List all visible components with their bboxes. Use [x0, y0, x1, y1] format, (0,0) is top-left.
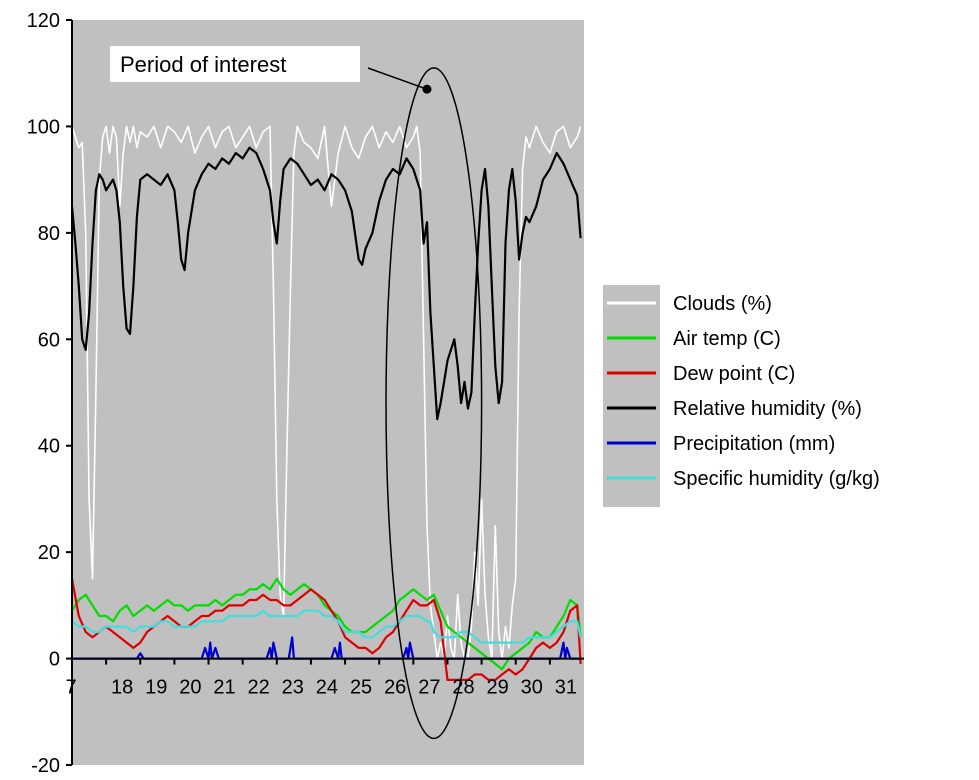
x-tick-label: 27	[418, 677, 440, 699]
y-tick-label: 0	[49, 649, 60, 671]
y-axis-ticks: -20 0 20 40 60 80 100 120	[27, 10, 72, 777]
legend-label: Relative humidity (%)	[673, 398, 862, 420]
annotation-label-box	[110, 46, 360, 82]
axes: -20 0 20 40 60 80 100 120 7 18 19 20 21 22 23 24 25 26 27…	[27, 10, 584, 777]
legend-label: Specific humidity (g/kg)	[673, 468, 880, 490]
x-tick-label: 31	[555, 677, 577, 699]
x-tick-label: 26	[384, 677, 406, 699]
x-tick-label: 20	[179, 677, 201, 699]
legend-label: Air temp (C)	[673, 328, 781, 350]
y-tick-label: 60	[38, 329, 60, 351]
annotation: Period of interest	[110, 46, 483, 740]
y-tick-label: 20	[38, 542, 60, 564]
x-tick-label: 24	[316, 677, 338, 699]
legend-label: Clouds (%)	[673, 293, 772, 315]
x-axis-ticks: 7 18 19 20 21 22 23 24 25 26 27 28 29 30 31	[65, 658, 577, 699]
plot-area	[72, 20, 584, 765]
series-line-clouds	[71, 125, 582, 660]
y-tick-label: 80	[38, 223, 60, 245]
x-tick-label: 21	[213, 677, 235, 699]
x-tick-label: 19	[145, 677, 167, 699]
y-tick-label: -20	[31, 755, 60, 777]
legend-label: Dew point (C)	[673, 363, 795, 385]
x-tick-label: 30	[521, 677, 543, 699]
legend: Clouds (%) Air temp (C) Dew point (C) Relat…	[603, 285, 880, 507]
period-of-interest-ellipse	[385, 67, 483, 740]
annotation-label: Period of interest	[120, 52, 286, 77]
x-tick-label: 18	[111, 677, 133, 699]
legend-label: Precipitation (mm)	[673, 433, 835, 455]
y-tick-label: 120	[27, 10, 60, 32]
series-line-precipitation-mm	[72, 636, 581, 660]
x-tick-label: 29	[486, 677, 508, 699]
series-layer	[70, 125, 582, 682]
x-tick-label: 7	[65, 677, 76, 699]
x-tick-label: 22	[248, 677, 270, 699]
legend-swatch-panel	[603, 285, 660, 507]
y-tick-label: 100	[27, 116, 60, 138]
series-line-relative-humidity	[70, 146, 582, 421]
annotation-pointer-dot	[422, 84, 432, 94]
y-tick-label: 40	[38, 436, 60, 458]
x-tick-label: 23	[282, 677, 304, 699]
series-line-specific-humidity-g-kg	[71, 609, 582, 644]
annotation-pointer-line	[367, 67, 428, 90]
x-tick-label: 25	[350, 677, 372, 699]
series-line-air-temp-c	[71, 577, 582, 671]
x-tick-label: 28	[452, 677, 474, 699]
